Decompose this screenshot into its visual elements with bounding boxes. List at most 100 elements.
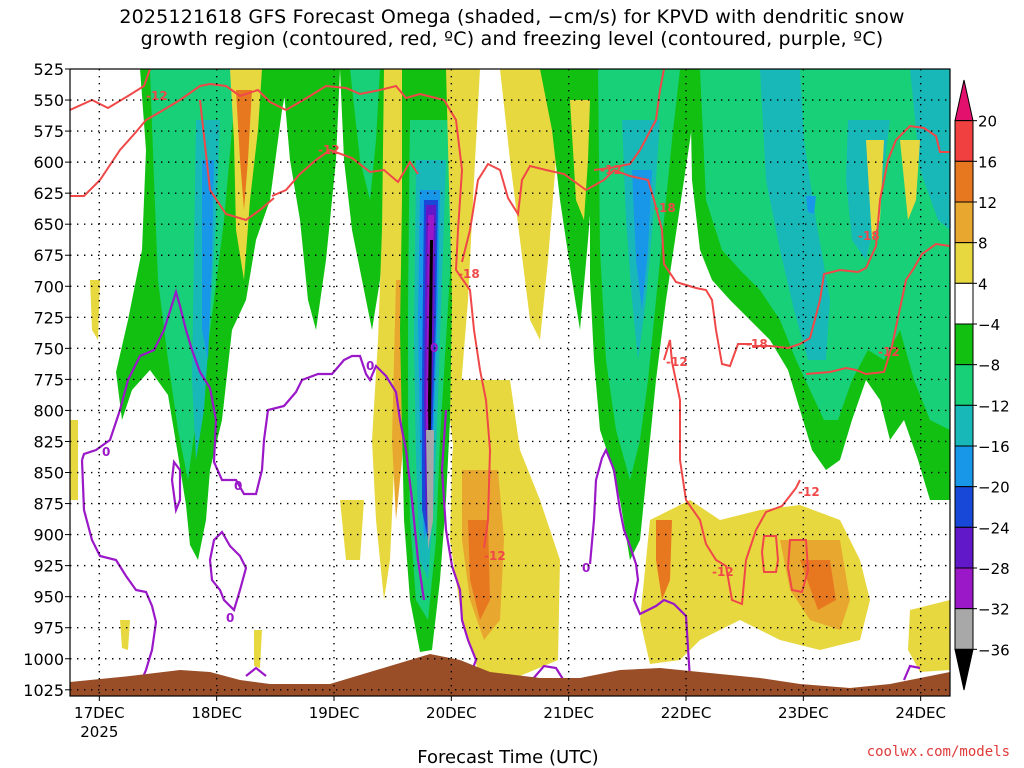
omega-region [372,69,410,600]
colorbar-swatch [954,242,974,284]
omega-region [120,620,130,650]
colorbar-label: −32 [978,601,1010,619]
colorbar-swatch [954,445,974,488]
y-axis: 525 550 575 600 625 650 675 700 725 750 775 800 825 8… [23,60,70,700]
colorbar-label: −36 [978,641,1010,659]
omega-region [236,90,252,210]
y-tick-label: 800 [33,401,64,420]
chart-title: 2025121618 GFS Forecast Omega (shaded, −… [0,6,1024,50]
y-tick-label: 900 [33,526,64,545]
omega-region [500,69,560,340]
x-tick-label: 20DEC [426,704,477,722]
omega-region [282,69,340,330]
dendritic-contour [70,82,492,549]
y-tick-label: 525 [33,60,64,79]
contour-label: -12 [878,345,900,359]
freezing-contour [245,666,267,677]
omega-region [90,280,100,340]
y-tick-label: 1025 [23,681,64,700]
contour-label: -18 [458,267,480,281]
colorbar-label: −20 [978,479,1010,497]
freezing-contour [208,530,248,613]
y-tick-label: 750 [33,339,64,358]
contour-label: -18 [654,201,676,215]
y-tick-label: 725 [33,308,64,327]
x-year-label: 2025 [80,723,118,741]
colorbar-label: 8 [978,235,988,253]
y-tick-label: 700 [33,277,64,296]
colorbar-label: 4 [978,275,988,293]
omega-region [900,140,920,220]
freezing-contour [80,288,426,601]
chart-title-line1: 2025121618 GFS Forecast Omega (shaded, −… [119,6,905,28]
contour-label: -18 [858,229,880,243]
colorbar-swatch [954,282,974,325]
contour-label: -12 [798,485,820,499]
y-tick-label: 950 [33,588,64,607]
y-tick-label: 925 [33,557,64,576]
contour-label: -12 [318,143,340,157]
omega-region [806,196,816,214]
y-tick-label: 975 [33,619,64,638]
y-tick-label: 775 [33,370,64,389]
x-axis-title: Forecast Time (UTC) [417,747,598,768]
y-tick-label: 550 [33,91,64,110]
y-tick-label: 1000 [23,650,64,669]
freezing-contour [902,664,921,681]
y-tick-label: 600 [33,153,64,172]
contour-label: -18 [746,337,768,351]
y-tick-label: 875 [33,495,64,514]
x-axis: 17DEC 18DEC 19DEC 20DEC 21DEC 22DEC 23DEC 24DEC [74,696,946,722]
y-tick-label: 650 [33,215,64,234]
dendritic-contour [760,535,780,573]
omega-region [656,520,672,600]
omega-region [632,170,652,310]
x-tick-label: 23DEC [778,704,829,722]
y-tick-label: 675 [33,246,64,265]
terrain-surface [70,654,950,696]
contour-label: -12 [666,355,688,369]
x-tick-label: 17DEC [74,704,125,722]
colorbar-label: −8 [978,357,1000,375]
colorbar-label: 12 [978,194,997,212]
credit-text: coolwx.com/models [866,744,1010,760]
colorbar-swatch [954,160,974,203]
x-tick-label: 19DEC [309,704,360,722]
contour-label: -12 [484,549,506,563]
plot-frame [69,68,951,697]
freezing-contour [440,409,478,677]
colorbar-swatch [954,79,974,122]
x-tick-label: 18DEC [191,704,242,722]
dendritic-contour [271,148,419,197]
dendritic-contour [70,69,151,111]
x-tick-label: 21DEC [543,704,594,722]
y-tick-label: 625 [33,184,64,203]
contour-label: 0 [226,611,234,625]
colorbar: 20 16 12 8 4 −4 −8 −12 −16 −20 −24 −28 −32 −36 [954,79,1010,691]
y-tick-label: 575 [33,122,64,141]
contour-label: -12 [600,163,622,177]
colorbar-swatch [954,404,974,447]
dendritic-contour [805,242,950,376]
colorbar-swatch [954,201,974,244]
contour-label: 0 [234,479,242,493]
freezing-contour [531,664,567,685]
omega-region [202,160,214,360]
omega-region [908,600,950,672]
colorbar-label: −24 [978,519,1010,537]
dendritic-contour [786,539,810,594]
chart-title-line2: growth region (contoured, red, ºC) and f… [140,28,884,50]
freezing-contours [80,288,921,685]
dendritic-contour [199,99,275,222]
omega-region [910,69,950,230]
dendritic-contour [593,69,665,171]
x-tick-label: 24DEC [895,704,946,722]
omega-region [340,500,364,560]
colorbar-swatch [954,567,974,610]
x-tick-label: 22DEC [661,704,712,722]
dendritic-contours [70,69,950,606]
dendritic-contour [663,339,801,606]
dendritic-contour-labels: -12 -12 -12 -18 -18 -12 -18 -12 -12 -18 … [146,89,900,579]
y-tick-label: 850 [33,464,64,483]
